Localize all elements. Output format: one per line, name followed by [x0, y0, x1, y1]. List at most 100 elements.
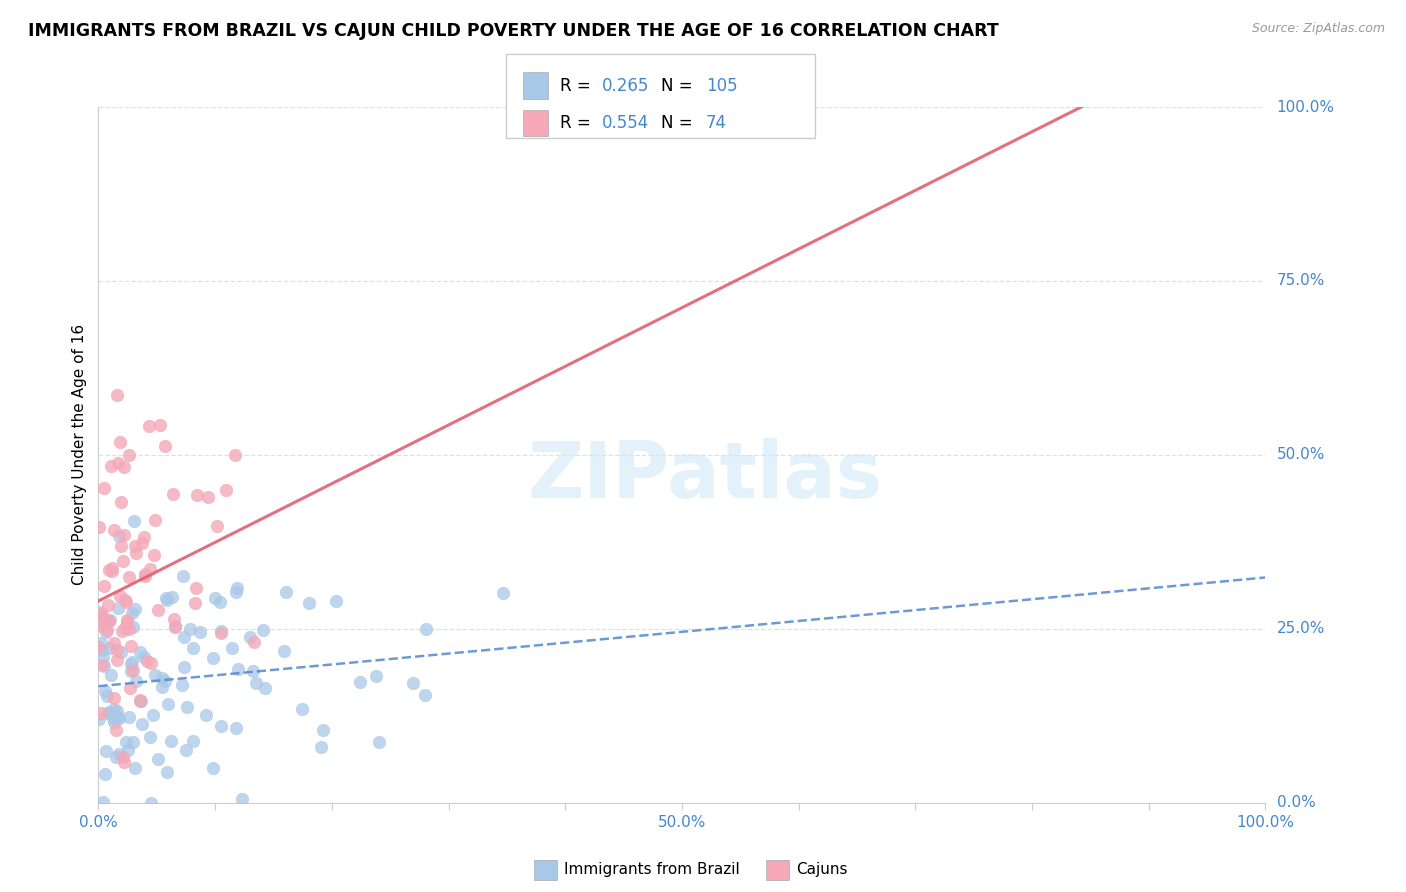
- Point: [143, 668, 166, 682]
- Point: [114, 593, 136, 607]
- Point: [205, 518, 228, 533]
- Point: [129, 694, 152, 708]
- Point: [291, 702, 314, 716]
- Point: [115, 735, 138, 749]
- Point: [225, 721, 247, 735]
- Point: [309, 739, 332, 754]
- Point: [139, 731, 162, 745]
- Point: [103, 715, 125, 730]
- Point: [146, 751, 169, 765]
- Text: N =: N =: [661, 114, 697, 132]
- Text: 0.0%: 0.0%: [1277, 796, 1315, 810]
- Point: [165, 620, 187, 634]
- Point: [142, 708, 165, 723]
- Point: [131, 536, 153, 550]
- Point: [125, 545, 148, 559]
- Point: [273, 644, 295, 658]
- Point: [117, 570, 139, 584]
- Point: [197, 490, 219, 504]
- Point: [195, 708, 218, 723]
- Text: 105: 105: [706, 77, 737, 95]
- Point: [181, 640, 204, 655]
- Point: [103, 636, 125, 650]
- Point: [94, 624, 117, 639]
- Point: [115, 613, 138, 627]
- Point: [221, 640, 243, 655]
- Point: [112, 554, 135, 568]
- Point: [100, 459, 122, 474]
- Point: [163, 612, 186, 626]
- Point: [156, 592, 179, 607]
- Point: [104, 750, 127, 764]
- Point: [105, 711, 128, 725]
- Point: [202, 651, 225, 665]
- Point: [179, 622, 201, 636]
- Point: [90, 706, 112, 721]
- Point: [143, 513, 166, 527]
- Point: [90, 608, 112, 623]
- Text: IMMIGRANTS FROM BRAZIL VS CAJUN CHILD POVERTY UNDER THE AGE OF 16 CORRELATION CH: IMMIGRANTS FROM BRAZIL VS CAJUN CHILD PO…: [28, 22, 998, 40]
- Point: [209, 719, 232, 733]
- Point: [311, 723, 333, 738]
- Point: [368, 735, 391, 749]
- Point: [89, 605, 111, 619]
- Text: 25.0%: 25.0%: [1277, 622, 1324, 636]
- Point: [93, 579, 115, 593]
- Point: [100, 668, 122, 682]
- Point: [107, 600, 129, 615]
- Point: [98, 705, 121, 719]
- Point: [96, 623, 118, 637]
- Point: [103, 523, 125, 537]
- Point: [139, 657, 162, 671]
- Point: [134, 569, 156, 583]
- Point: [93, 766, 115, 780]
- Text: 0.265: 0.265: [602, 77, 650, 95]
- Point: [132, 530, 155, 544]
- Point: [110, 589, 132, 603]
- Point: [349, 675, 371, 690]
- Point: [128, 693, 150, 707]
- Point: [124, 602, 146, 616]
- Point: [156, 764, 179, 779]
- Text: 50.0%: 50.0%: [1277, 448, 1324, 462]
- Point: [97, 614, 120, 628]
- Text: N =: N =: [661, 77, 697, 95]
- Point: [364, 669, 387, 683]
- Point: [224, 449, 246, 463]
- Point: [90, 607, 112, 621]
- Point: [122, 514, 145, 528]
- Point: [186, 582, 208, 596]
- Point: [93, 684, 115, 698]
- Point: [125, 673, 148, 688]
- Point: [122, 663, 145, 677]
- Point: [110, 539, 132, 553]
- Point: [136, 654, 159, 668]
- Point: [165, 619, 187, 633]
- Y-axis label: Child Poverty Under the Age of 16: Child Poverty Under the Age of 16: [72, 325, 87, 585]
- Point: [97, 598, 120, 612]
- Point: [93, 481, 115, 495]
- Point: [162, 487, 184, 501]
- Point: [141, 796, 163, 810]
- Text: 100.0%: 100.0%: [1277, 100, 1334, 114]
- Text: R =: R =: [560, 114, 596, 132]
- Point: [107, 456, 129, 470]
- Point: [100, 561, 122, 575]
- Point: [139, 562, 162, 576]
- Point: [93, 659, 115, 673]
- Point: [150, 671, 173, 685]
- Text: R =: R =: [560, 77, 596, 95]
- Point: [150, 681, 173, 695]
- Point: [101, 706, 124, 721]
- Point: [142, 548, 165, 562]
- Point: [402, 676, 425, 690]
- Point: [101, 711, 124, 725]
- Point: [149, 417, 172, 432]
- Point: [252, 623, 274, 637]
- Point: [225, 582, 247, 596]
- Point: [160, 734, 183, 748]
- Point: [204, 591, 226, 606]
- Point: [90, 615, 112, 630]
- Point: [108, 747, 131, 761]
- Point: [90, 636, 112, 650]
